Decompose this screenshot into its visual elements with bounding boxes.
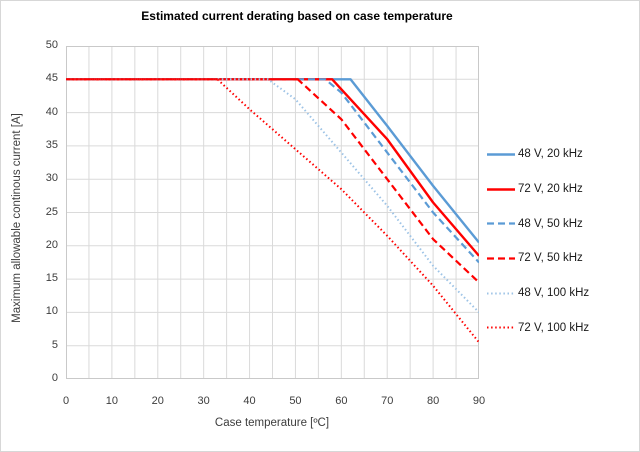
y-tick-label: 50 [45,39,58,51]
y-tick-label: 45 [45,72,58,85]
legend-label: 72 V, 100 kHz [518,321,590,334]
legend-line-sample [487,326,515,329]
y-tick-label: 25 [45,205,58,218]
legend-line-sample [487,257,515,260]
legend-line-sample [487,187,515,191]
series-line-72-v-100-khz [66,78,479,343]
chart-title: Estimated current derating based on case… [141,9,453,23]
x-tick-label: 60 [335,395,348,407]
y-tick-label: 20 [45,238,58,251]
legend-line-sample [487,292,515,295]
legend-item-72-v-50-khz: 72 V, 50 kHz [487,241,637,276]
plot-area [66,46,479,379]
y-tick-label: 40 [45,105,58,118]
x-tick-label: 90 [472,395,486,407]
legend-item-72-v-100-khz: 72 V, 100 kHz [487,310,637,345]
legend-label: 48 V, 100 kHz [518,287,590,300]
legend-label: 72 V, 50 kHz [518,252,583,265]
x-tick-label: 50 [289,395,302,407]
legend-line-sample [487,153,515,156]
y-tick-label: 5 [51,338,58,351]
x-tick-label: 70 [381,395,394,407]
legend-line-sample [487,222,515,225]
y-tick-label: 35 [45,138,58,151]
legend-label: 48 V, 20 kHz [518,148,583,161]
x-tick-label: 0 [62,395,70,407]
legend-label: 72 V, 20 kHz [518,183,583,196]
y-tick-label: 0 [51,372,58,384]
x-axis-title: Case temperature [ºC] [214,417,330,429]
x-tick-label: 20 [151,395,164,407]
legend-item-48-v-50-khz: 48 V, 50 kHz [487,206,637,241]
y-tick-label: 10 [45,305,58,318]
legend-item-48-v-20-khz: 48 V, 20 kHz [487,137,637,172]
legend-item-48-v-100-khz: 48 V, 100 kHz [487,276,637,311]
series-line-48-v-50-khz [66,78,479,264]
legend-label: 48 V, 50 kHz [518,217,583,230]
legend-item-72-v-20-khz: 72 V, 20 kHz [487,172,637,207]
x-tick-label: 80 [426,395,440,407]
series-line-48-v-100-khz [66,78,479,314]
x-tick-label: 40 [243,395,256,407]
x-tick-label: 10 [105,395,118,407]
plot-border [66,46,479,379]
y-tick-label: 15 [45,272,58,285]
y-axis-title: Maximum allowable continous current [A] [11,113,23,323]
y-tick-label: 30 [45,172,58,185]
legend: 48 V, 20 kHz 72 V, 20 kHz 48 V, 50 kHz 72 V… [487,137,637,345]
x-tick-label: 30 [197,395,210,407]
